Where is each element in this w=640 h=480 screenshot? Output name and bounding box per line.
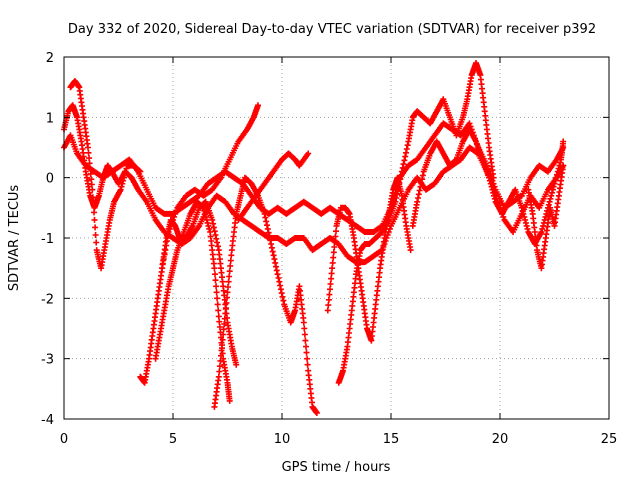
plus-marker-series [235,150,312,223]
y-tick-label: -3 [41,353,54,368]
plus-marker-series [159,102,261,272]
series-track-5 [152,198,233,404]
chart-title: Day 332 of 2020, Sidereal Day-to-day VTE… [68,22,596,37]
y-tick-label: -1 [41,232,54,247]
x-tick-label: 20 [492,432,509,447]
y-tick-label: 0 [46,172,54,187]
axis-ticks: 0 5 10 15 20 25 -4 -3 -2 -1 0 1 2 [41,51,617,447]
y-tick-label: 2 [46,51,54,66]
plus-marker-series [525,162,567,272]
data-markers [61,60,567,416]
x-tick-label: 25 [601,432,618,447]
x-tick-label: 0 [60,432,68,447]
plus-marker-series [335,60,497,386]
plus-marker-series [152,198,233,404]
x-tick-label: 15 [383,432,400,447]
y-axis-label: SDTVAR / TECUs [7,185,22,292]
y-tick-label: -4 [41,413,54,428]
series-track-6 [159,102,261,272]
series-track-3 [67,78,144,272]
plot-frame [63,56,610,420]
series-track-8 [235,150,312,223]
x-tick-label: 5 [169,432,177,447]
x-axis-label: GPS time / hours [282,460,391,475]
series-track-12 [525,162,567,272]
y-tick-label: 1 [46,111,54,126]
series-track-10 [335,60,497,386]
series-track-9 [324,174,414,344]
plus-marker-series [67,78,144,272]
plus-marker-series [324,174,414,344]
y-tick-label: -2 [41,292,54,307]
x-tick-label: 10 [274,432,291,447]
